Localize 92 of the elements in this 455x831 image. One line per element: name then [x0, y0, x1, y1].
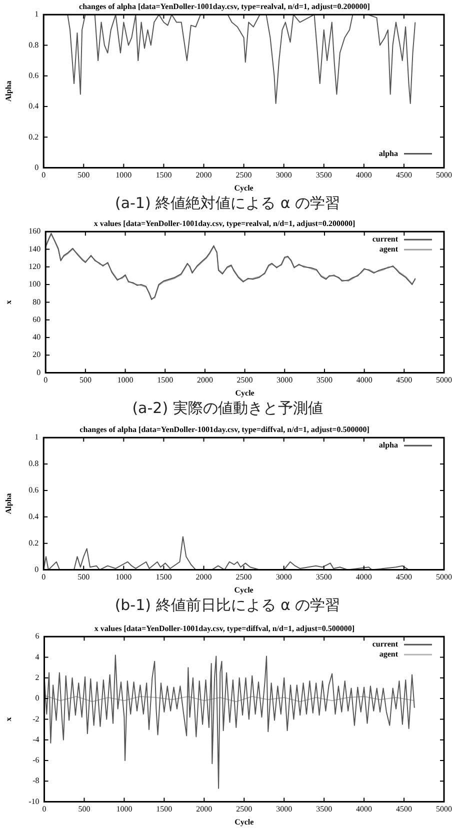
y-tick-label: 0.2 — [28, 538, 39, 548]
legend-label: agent — [379, 244, 398, 254]
y-tick-label: 0 — [34, 564, 39, 574]
y-tick-label: 80 — [32, 297, 41, 306]
x-tick-label: 3500 — [316, 572, 332, 582]
x-tick-label: 2500 — [236, 572, 252, 582]
y-tick-label: -10 — [28, 796, 40, 806]
x-tick-label: 1500 — [156, 804, 172, 814]
y-tick-label: 60 — [32, 314, 41, 324]
y-tick-label: 100 — [28, 280, 41, 289]
x-tick-label: 500 — [78, 572, 90, 582]
x-tick-label: 4000 — [356, 804, 372, 814]
y-tick-label: 0 — [36, 368, 41, 377]
y-tick-label: 0.4 — [28, 512, 39, 522]
x-axis-title: Cycle — [234, 817, 254, 826]
y-tick-label: 2 — [35, 672, 40, 682]
x-tick-label: 3500 — [316, 376, 332, 385]
y-tick-label: -8 — [32, 776, 40, 786]
x-tick-label: 3000 — [276, 376, 293, 385]
x-tick-label: 2000 — [196, 572, 212, 582]
chart-title: changes of alpha [data=YenDoller-1001day.csv, type=realval, n/d=1, adjust=0.200000] — [79, 2, 370, 11]
x-tick-label: 2500 — [236, 376, 253, 385]
chart-title: x values [data=YenDoller-1001day.csv, type=realval, n/d=1, adjust=0.200000] — [94, 218, 356, 228]
chart-title: changes of alpha [data=YenDoller-1001day.csv, type=diffval, n/d=1, adjust=0.500000] — [80, 424, 370, 434]
x-tick-label: 1000 — [116, 170, 132, 180]
y-tick-label: 6 — [35, 632, 40, 641]
x-tick-label: 2500 — [236, 170, 252, 180]
y-tick-label: 0.4 — [28, 102, 39, 111]
x-tick-label: 5000 — [436, 376, 452, 385]
y-axis-title: Alpha — [4, 493, 13, 514]
x-tick-label: 1000 — [116, 572, 132, 582]
y-axis-title: Alpha — [4, 80, 13, 102]
y-tick-label: 120 — [28, 262, 41, 271]
y-tick-label: 0.6 — [28, 70, 39, 80]
y-axis-title: x — [4, 300, 13, 304]
y-tick-label: -6 — [32, 756, 40, 765]
y-axis-title: x — [4, 717, 13, 722]
x-tick-label: 1500 — [156, 572, 172, 582]
y-tick-label: 160 — [28, 226, 41, 236]
x-tick-label: 2000 — [196, 170, 212, 180]
y-tick-label: 0 — [34, 162, 39, 172]
text: (a-2) 実際の値動きと予測値 — [131, 398, 324, 419]
x-tick-label: 4500 — [396, 804, 412, 814]
y-tick-label: 0.6 — [28, 486, 39, 495]
y-tick-label: 40 — [32, 332, 41, 342]
y-tick-label: 0 — [35, 694, 40, 703]
legend-label: agent — [379, 650, 398, 659]
y-tick-label: 140 — [28, 244, 41, 254]
y-tick-label: 0.2 — [28, 132, 39, 142]
x-axis-title: Cycle — [234, 585, 254, 594]
text: (a-1) 終値絶対値による α の学習 — [114, 193, 342, 214]
text: (b-1) 終値前日比による α の学習 — [114, 595, 342, 616]
text: alpha — [378, 440, 398, 450]
legend-label: current — [372, 234, 398, 244]
x-tick-label: 500 — [78, 804, 90, 814]
x-tick-label: 3000 — [276, 804, 292, 814]
y-tick-label: 0.8 — [28, 459, 39, 468]
x-tick-label: 3500 — [316, 170, 332, 180]
x-tick-label: 0 — [44, 376, 48, 385]
x-tick-label: 4000 — [356, 170, 372, 180]
y-tick-label: 0.8 — [28, 40, 39, 50]
x-tick-label: 2000 — [196, 804, 212, 814]
y-tick-label: 20 — [32, 350, 41, 360]
x-tick-label: 4000 — [356, 572, 372, 582]
x-tick-label: 1500 — [157, 376, 174, 385]
x-tick-label: 4000 — [356, 376, 372, 385]
legend-label: alpha — [378, 148, 398, 158]
y-tick-label: -2 — [32, 714, 40, 724]
x-tick-label: 4500 — [396, 170, 412, 180]
x-tick-label: 3000 — [276, 572, 292, 582]
x-tick-label: 1000 — [117, 376, 134, 385]
x-tick-label: 5000 — [436, 572, 452, 582]
x-tick-label: 2500 — [236, 804, 252, 814]
x-axis-title: Cycle — [235, 388, 255, 398]
x-axis-title: Cycle — [234, 183, 254, 192]
y-tick-label: -4 — [32, 734, 40, 744]
x-tick-label: 5000 — [436, 804, 452, 814]
x-tick-label: 3500 — [316, 804, 332, 814]
x-tick-label: 500 — [78, 170, 90, 180]
y-tick-label: 1 — [34, 432, 39, 442]
x-tick-label: 1000 — [116, 804, 132, 814]
x-tick-label: 5000 — [436, 170, 452, 180]
x-tick-label: 2000 — [196, 376, 213, 385]
x-tick-label: 500 — [79, 376, 92, 385]
x-tick-label: 1500 — [156, 170, 172, 180]
x-tick-label: 4500 — [396, 376, 412, 385]
x-tick-label: 4500 — [396, 572, 412, 582]
y-tick-label: 4 — [35, 652, 40, 662]
chart-title: x values [data=YenDoller-1001day.csv, type=diffval, n/d=1, adjust=0.500000] — [94, 624, 355, 633]
legend-label: current — [372, 640, 398, 649]
x-tick-label: 3000 — [276, 170, 292, 180]
y-tick-label: 1 — [34, 10, 39, 19]
